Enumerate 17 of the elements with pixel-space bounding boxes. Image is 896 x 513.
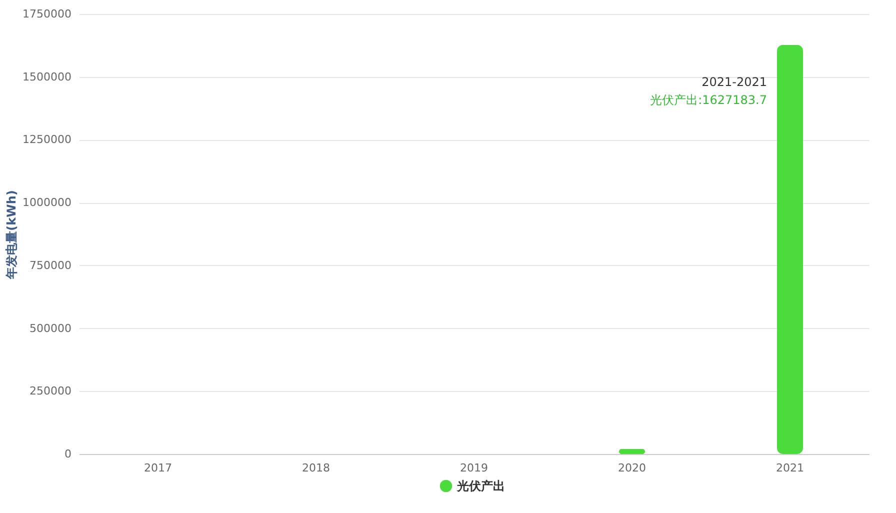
y-tick-label: 750000: [30, 258, 72, 272]
annotation: 光伏产出:1627183.7: [650, 93, 767, 107]
x-tick-label: 2017: [144, 462, 172, 474]
y-tick-label: 0: [64, 448, 72, 460]
legend-label: 光伏产出: [456, 479, 505, 493]
y-tick-label: 1250000: [22, 133, 72, 146]
y-tick-label: 250000: [30, 384, 72, 398]
y-axis-title: 年发电量(kWh): [4, 190, 19, 280]
annotation: 2021-2021: [702, 75, 767, 89]
y-tick-label: 500000: [30, 322, 72, 335]
y-tick-label: 1750000: [22, 8, 72, 20]
x-tick-label: 2019: [460, 462, 488, 474]
x-tick-label: 2018: [302, 462, 330, 474]
x-tick-label: 2020: [618, 462, 646, 474]
y-tick-label: 1000000: [22, 196, 72, 210]
x-tick-label: 2021: [776, 462, 804, 474]
y-tick-label: 1500000: [22, 70, 72, 84]
